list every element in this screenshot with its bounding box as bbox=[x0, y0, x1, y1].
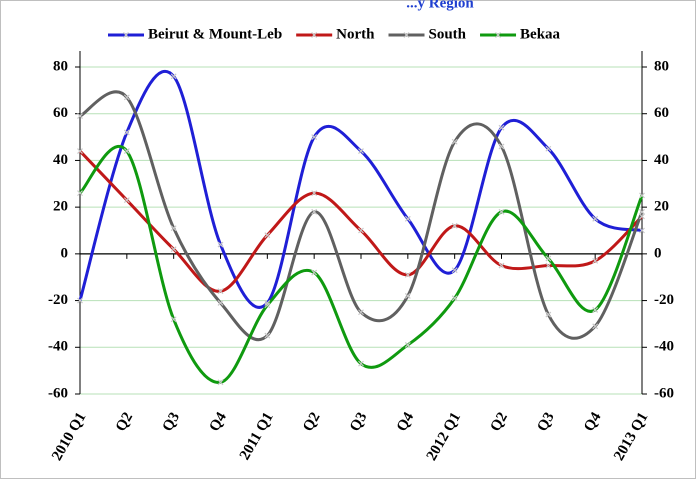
legend-item-beirut-mount-leb: Beirut & Mount-Leb bbox=[108, 26, 282, 42]
y-tick-label-left: 80 bbox=[53, 58, 68, 74]
data-point-north bbox=[123, 197, 130, 204]
data-point-south bbox=[451, 138, 458, 145]
data-point-bekaa bbox=[451, 295, 458, 302]
y-tick-label-left: 60 bbox=[53, 105, 68, 121]
data-point-bekaa bbox=[404, 342, 411, 348]
legend: Beirut & Mount-Leb North South Bekaa bbox=[108, 26, 561, 42]
data-point-south bbox=[404, 292, 411, 299]
data-point-south bbox=[77, 113, 83, 119]
data-point-beirut-mount-leb bbox=[639, 227, 645, 234]
series-line-beirut-mount-leb bbox=[78, 69, 643, 309]
data-point-north bbox=[311, 190, 318, 197]
data-point-north bbox=[545, 262, 552, 269]
data-point-south bbox=[264, 332, 271, 339]
legend-marker bbox=[123, 32, 129, 38]
data-point-south bbox=[545, 311, 552, 318]
data-point-beirut-mount-leb bbox=[358, 148, 364, 155]
data-point-south bbox=[592, 323, 599, 330]
legend-marker bbox=[311, 32, 318, 38]
data-point-bekaa bbox=[498, 208, 505, 215]
data-point-south bbox=[217, 299, 224, 306]
y-tick-label-right: 0 bbox=[654, 245, 662, 261]
data-point-beirut-mount-leb bbox=[404, 215, 411, 222]
data-point-south bbox=[170, 225, 177, 232]
data-point-bekaa bbox=[639, 192, 645, 199]
data-point-bekaa bbox=[592, 306, 599, 313]
legend-item-north: North bbox=[296, 26, 375, 42]
y-tick-label-right: 80 bbox=[654, 58, 669, 74]
y-tick-label-right: 60 bbox=[654, 105, 669, 121]
legend-label: North bbox=[336, 26, 375, 42]
y-tick-labels: -60 -60 -40 -40 -20 -20 0 0 20 20 40 40 60 60 80 80 bbox=[48, 58, 674, 401]
data-markers bbox=[77, 73, 645, 386]
data-point-north bbox=[358, 227, 364, 234]
y-tick-label-right: 20 bbox=[654, 199, 669, 215]
data-point-beirut-mount-leb bbox=[498, 124, 505, 131]
data-point-bekaa bbox=[123, 148, 130, 155]
data-point-north bbox=[592, 257, 599, 264]
y-tick-label-right: 40 bbox=[654, 152, 669, 168]
data-point-bekaa bbox=[545, 255, 552, 262]
data-point-bekaa bbox=[77, 190, 83, 197]
data-point-north bbox=[404, 271, 411, 278]
data-point-north bbox=[170, 246, 177, 253]
y-tick-label-left: 20 bbox=[53, 199, 68, 215]
data-point-south bbox=[123, 94, 130, 101]
legend-marker bbox=[495, 32, 501, 38]
data-point-south bbox=[358, 309, 364, 316]
legend-item-bekaa: Bekaa bbox=[480, 26, 561, 42]
data-point-bekaa bbox=[264, 302, 271, 309]
data-point-north bbox=[264, 232, 271, 239]
data-point-beirut-mount-leb bbox=[123, 129, 130, 136]
y-tick-label-right: -20 bbox=[654, 292, 674, 308]
data-point-beirut-mount-leb bbox=[77, 297, 83, 304]
data-point-beirut-mount-leb bbox=[545, 145, 552, 152]
data-point-south bbox=[639, 208, 645, 215]
data-point-north bbox=[639, 213, 645, 220]
legend-item-south: South bbox=[388, 26, 467, 42]
data-point-north bbox=[451, 222, 458, 229]
axes bbox=[75, 51, 647, 395]
data-point-bekaa bbox=[170, 316, 177, 323]
data-point-beirut-mount-leb bbox=[264, 299, 271, 306]
y-tick-label-left: 0 bbox=[61, 245, 69, 261]
chart-title: ...y Region bbox=[406, 0, 474, 11]
legend-label: Bekaa bbox=[520, 26, 561, 42]
data-point-beirut-mount-leb bbox=[217, 241, 224, 248]
data-point-beirut-mount-leb bbox=[592, 215, 599, 222]
data-point-bekaa bbox=[358, 360, 364, 367]
data-point-bekaa bbox=[311, 269, 318, 276]
legend-label: South bbox=[429, 26, 467, 42]
y-tick-label-right: -60 bbox=[654, 385, 674, 401]
data-point-north bbox=[498, 262, 505, 269]
legend-marker bbox=[403, 32, 410, 38]
data-point-north bbox=[77, 148, 83, 155]
legend-label: Beirut & Mount-Leb bbox=[148, 26, 282, 42]
data-point-beirut-mount-leb bbox=[170, 73, 177, 80]
y-tick-label-left: 40 bbox=[53, 152, 68, 168]
data-point-south bbox=[311, 208, 318, 215]
data-point-beirut-mount-leb bbox=[451, 267, 458, 274]
data-point-bekaa bbox=[217, 379, 224, 386]
data-point-north bbox=[217, 288, 224, 295]
y-tick-label-left: -40 bbox=[48, 339, 68, 355]
y-tick-label-left: -20 bbox=[48, 292, 68, 308]
y-tick-label-left: -60 bbox=[48, 385, 68, 401]
data-point-beirut-mount-leb bbox=[311, 134, 318, 140]
y-tick-label-right: -40 bbox=[654, 339, 674, 355]
data-point-south bbox=[498, 143, 505, 150]
